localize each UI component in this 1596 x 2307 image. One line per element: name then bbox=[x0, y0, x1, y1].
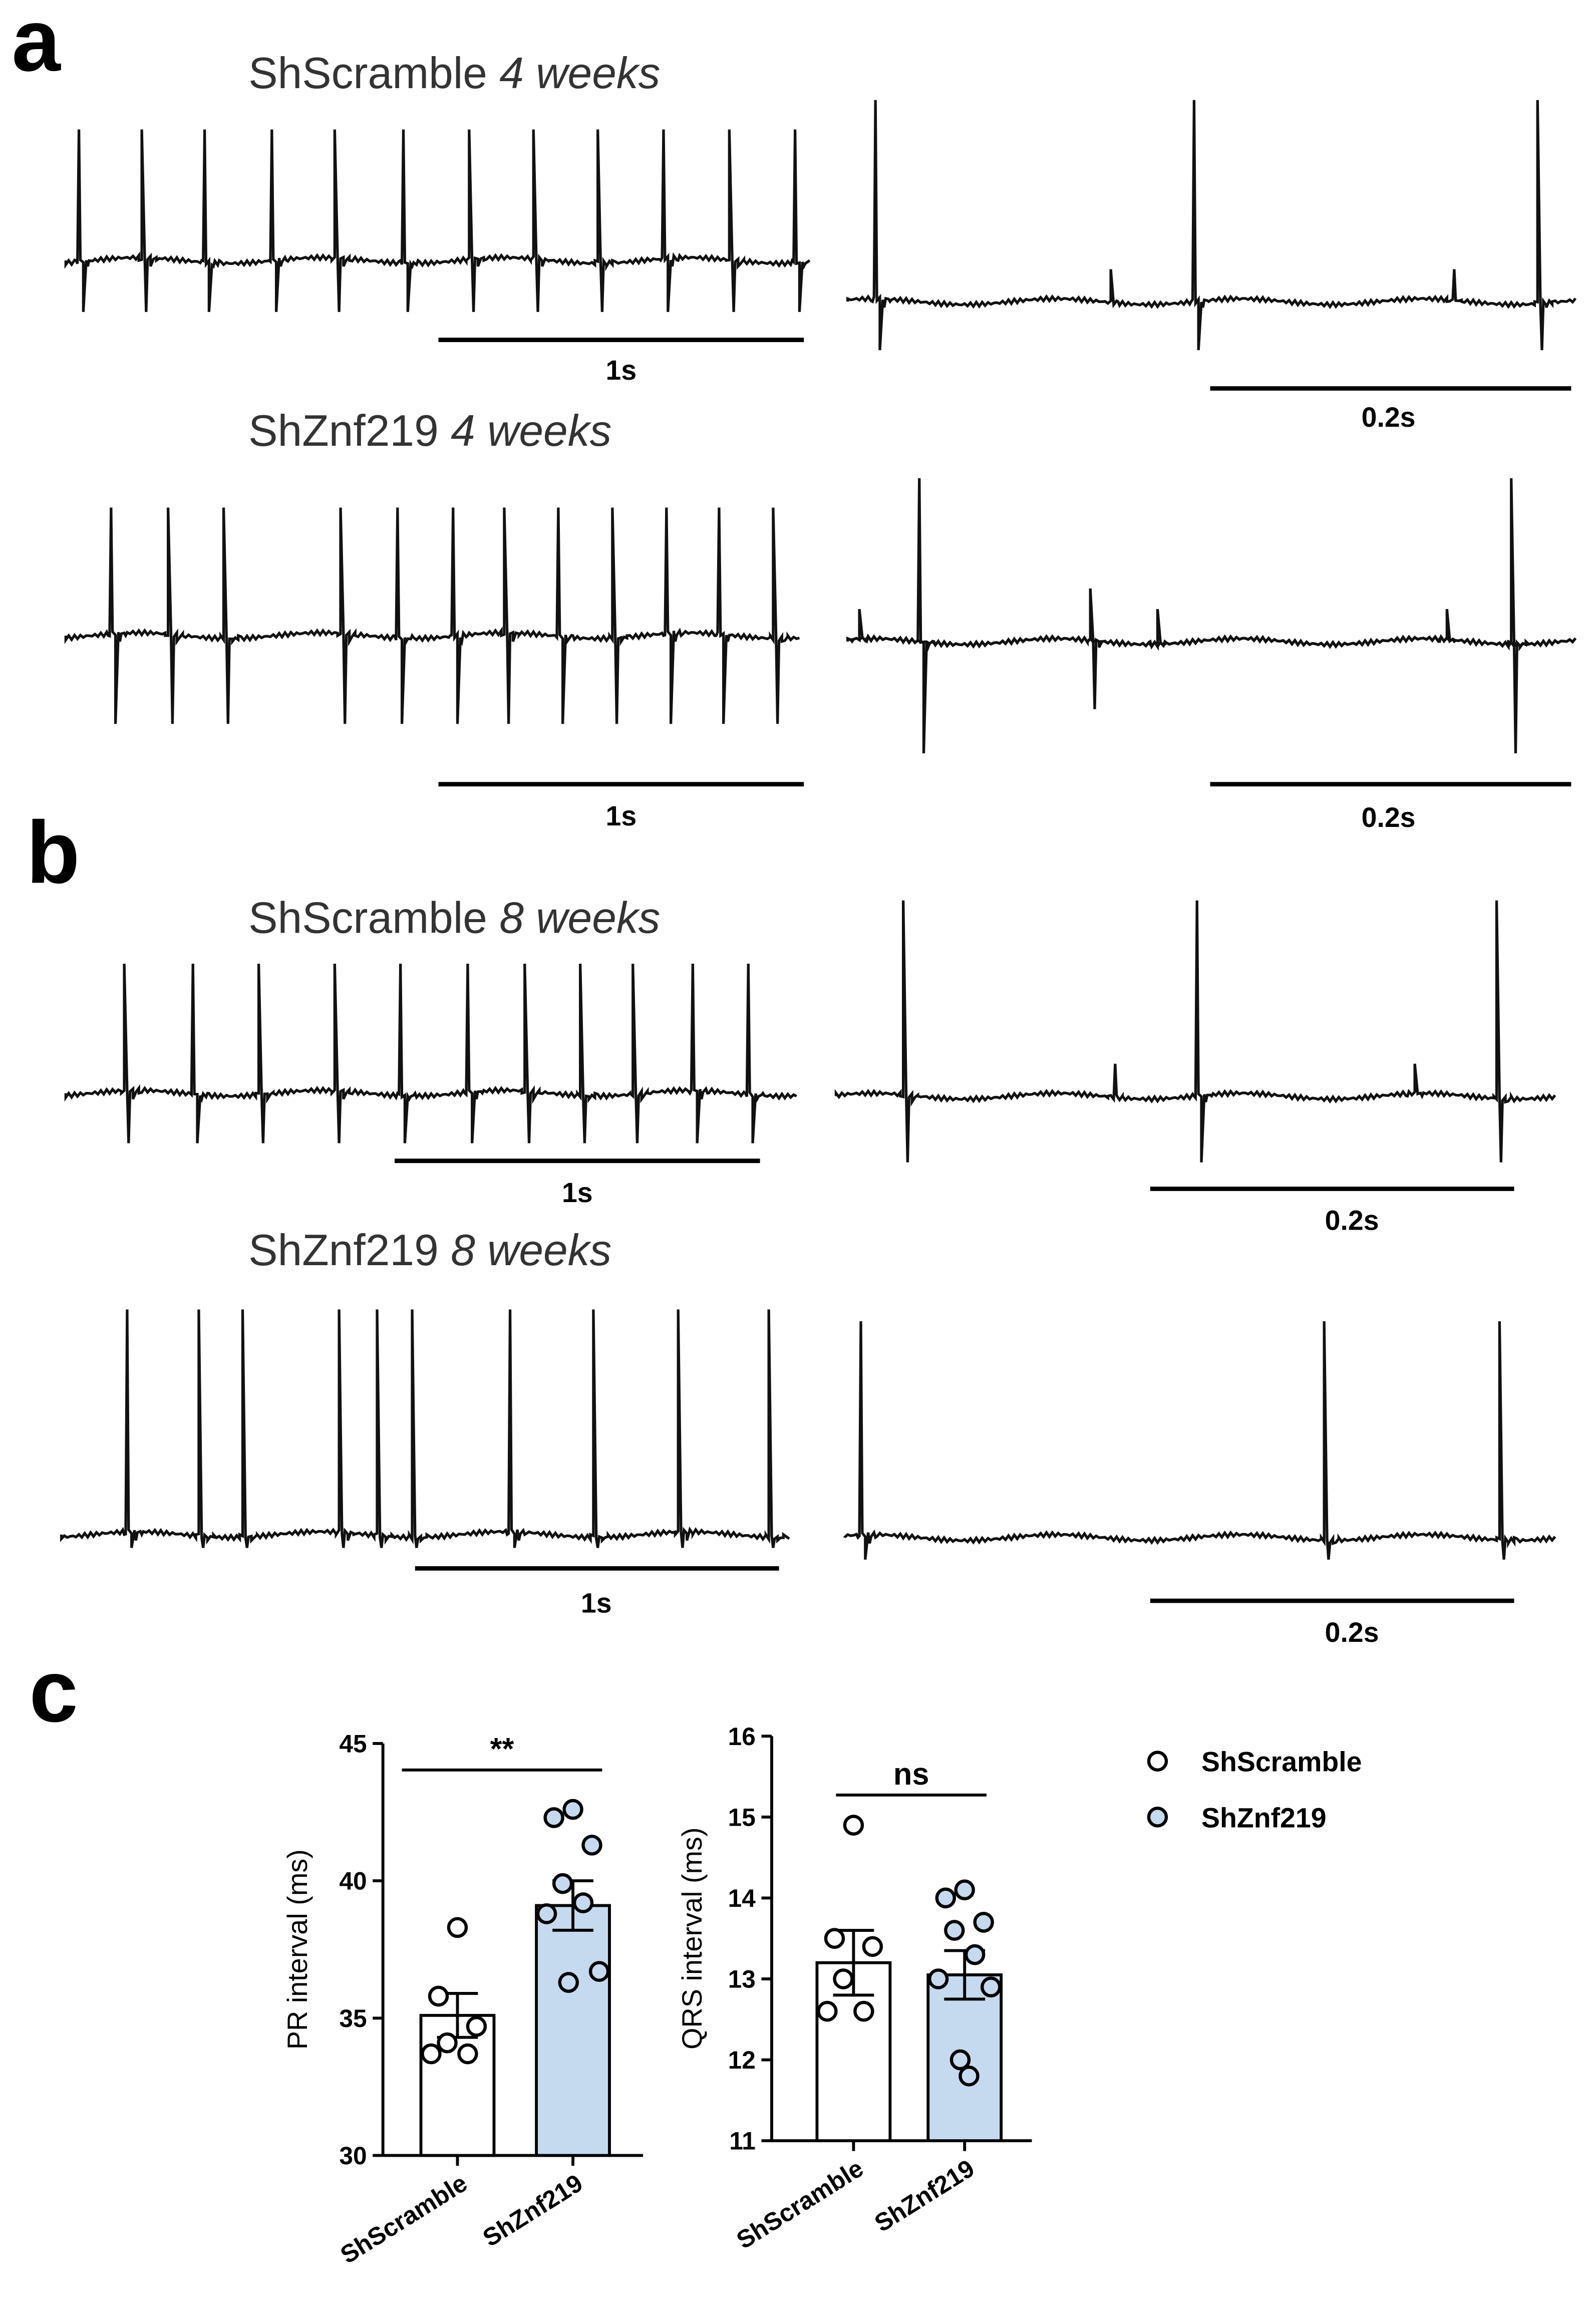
y-tick-label: 15 bbox=[728, 1803, 756, 1831]
y-tick-label: 35 bbox=[339, 2004, 367, 2033]
x-tick-label: ShScramble bbox=[336, 2169, 472, 2269]
data-point bbox=[562, 1799, 583, 1820]
trace-title: ShScramble 4 weeks bbox=[248, 48, 660, 98]
legend-label: ShScramble bbox=[1201, 1747, 1362, 1778]
significance-label: ** bbox=[490, 1732, 514, 1767]
data-point bbox=[833, 1968, 854, 1989]
significance-label: ns bbox=[893, 1757, 929, 1792]
panel-letter: b bbox=[27, 803, 80, 902]
scale-label: 0.2s bbox=[1362, 402, 1416, 433]
data-point bbox=[973, 1911, 994, 1933]
time: 8 weeks bbox=[499, 893, 660, 942]
ecg-trace bbox=[843, 1321, 1556, 1560]
scale-label: 0.2s bbox=[1325, 1205, 1379, 1236]
ecg-trace bbox=[64, 507, 800, 724]
ecg-trace bbox=[64, 964, 797, 1143]
data-point bbox=[552, 1873, 573, 1894]
data-point bbox=[447, 1917, 468, 1938]
y-tick-label: 16 bbox=[728, 1722, 756, 1751]
scale-bars bbox=[394, 338, 1571, 1603]
trace-title: ShScramble 8 weeks bbox=[248, 893, 660, 942]
time: 4 weeks bbox=[499, 48, 660, 98]
y-tick-label: 30 bbox=[339, 2142, 367, 2170]
y-axis-label: PR interval (ms) bbox=[282, 1849, 313, 2050]
data-point bbox=[964, 1944, 986, 1965]
data-point bbox=[581, 1834, 602, 1856]
scale-label: 1s bbox=[606, 800, 637, 831]
y-axis-label: QRS interval (ms) bbox=[677, 1827, 708, 2049]
legend-marker bbox=[1147, 1751, 1168, 1772]
data-point bbox=[558, 1972, 579, 1993]
data-point bbox=[843, 1815, 864, 1836]
ecg-trace bbox=[60, 1309, 790, 1548]
scale-label: 1s bbox=[562, 1177, 593, 1208]
group: ShScramble bbox=[248, 893, 487, 942]
data-point bbox=[959, 2065, 980, 2087]
y-tick-label: 12 bbox=[728, 2046, 756, 2074]
data-point bbox=[817, 2000, 838, 2022]
data-point bbox=[944, 1920, 965, 1941]
data-point bbox=[421, 2043, 442, 2065]
panel-letter: c bbox=[29, 1642, 78, 1741]
data-point bbox=[536, 1903, 557, 1924]
data-point bbox=[862, 1936, 883, 1957]
data-point bbox=[428, 1985, 449, 2007]
y-tick-label: 14 bbox=[728, 1884, 756, 1912]
time: 4 weeks bbox=[451, 406, 611, 455]
x-tick-label: ShScramble bbox=[732, 2154, 868, 2254]
scale-label: 1s bbox=[581, 1587, 612, 1618]
data-point bbox=[927, 1968, 949, 1989]
trace-title: ShZnf219 8 weeks bbox=[248, 1225, 611, 1275]
x-tick-label: ShZnf219 bbox=[869, 2154, 979, 2237]
data-point bbox=[457, 2043, 478, 2065]
data-point bbox=[588, 1961, 610, 1982]
legend-label: ShZnf219 bbox=[1201, 1802, 1327, 1833]
group: ShZnf219 bbox=[248, 406, 439, 455]
y-tick-label: 45 bbox=[339, 1729, 367, 1758]
group: ShScramble bbox=[248, 48, 487, 98]
data-point bbox=[949, 2049, 971, 2071]
data-point bbox=[466, 2015, 487, 2037]
scale-label: 0.2s bbox=[1325, 1617, 1379, 1648]
bar bbox=[535, 1904, 611, 2157]
data-point bbox=[981, 1976, 1002, 1997]
legend-marker bbox=[1147, 1806, 1168, 1828]
y-tick-label: 13 bbox=[728, 1965, 756, 1993]
data-point bbox=[853, 2000, 874, 2022]
data-point bbox=[954, 1879, 975, 1901]
data-point bbox=[572, 1892, 594, 1913]
y-tick-label: 11 bbox=[729, 2127, 755, 2155]
data-point bbox=[437, 2032, 458, 2054]
ecg-trace bbox=[834, 900, 1556, 1163]
ecg-trace bbox=[846, 588, 1577, 709]
y-tick-label: 40 bbox=[339, 1867, 367, 1895]
ecg-trace bbox=[64, 129, 811, 312]
trace-title: ShZnf219 4 weeks bbox=[248, 406, 611, 455]
scale-label: 0.2s bbox=[1362, 802, 1416, 833]
ecg-trace bbox=[846, 478, 1577, 754]
data-point bbox=[824, 1928, 845, 1949]
panel-letter: a bbox=[12, 0, 61, 90]
data-point bbox=[935, 1887, 956, 1909]
ecg-trace bbox=[846, 100, 1577, 351]
ecg-traces bbox=[60, 100, 1577, 1560]
time: 8 weeks bbox=[451, 1225, 611, 1275]
data-point bbox=[543, 1807, 564, 1828]
scale-label: 1s bbox=[606, 355, 637, 386]
group: ShZnf219 bbox=[248, 1225, 439, 1275]
x-tick-label: ShZnf219 bbox=[478, 2169, 587, 2252]
